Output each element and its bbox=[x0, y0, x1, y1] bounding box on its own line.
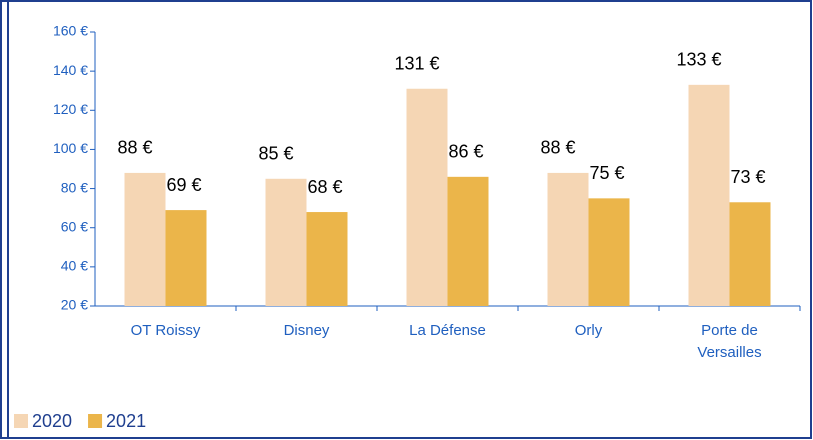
value-label: 88 € bbox=[540, 138, 575, 158]
legend-swatch bbox=[88, 414, 103, 428]
x-tick-label-box: Disney bbox=[283, 322, 330, 339]
y-tick-label: 100 € bbox=[53, 140, 88, 156]
value-label: 88 € bbox=[117, 138, 152, 158]
y-tick-label: 20 € bbox=[61, 297, 88, 313]
legend-swatch bbox=[14, 414, 28, 428]
bar bbox=[588, 198, 630, 306]
legend-label: 2021 bbox=[106, 411, 146, 431]
bar bbox=[265, 178, 307, 306]
x-tick-label: La Défense bbox=[409, 322, 486, 339]
y-tick-label: 40 € bbox=[61, 258, 88, 274]
bar bbox=[406, 88, 448, 306]
value-label: 86 € bbox=[448, 142, 483, 162]
bar bbox=[124, 172, 166, 306]
y-tick-label: 120 € bbox=[53, 101, 88, 117]
value-label: 133 € bbox=[676, 50, 721, 70]
x-tick-label: Orly bbox=[574, 322, 603, 339]
bar bbox=[447, 176, 489, 306]
x-tick-label-box: La Défense bbox=[409, 322, 486, 339]
value-label: 131 € bbox=[394, 54, 439, 74]
x-tick-label-box: Porte de Versailles bbox=[697, 322, 762, 361]
value-label: 69 € bbox=[166, 175, 201, 195]
y-tick-label: 80 € bbox=[61, 179, 88, 195]
bar bbox=[729, 202, 771, 306]
x-tick-label: Porte de Versailles bbox=[697, 322, 762, 361]
legend-label: 2020 bbox=[32, 411, 72, 431]
value-label: 75 € bbox=[589, 163, 624, 183]
x-tick-label: OT Roissy bbox=[130, 322, 201, 339]
x-tick-label-box: Orly bbox=[574, 322, 603, 339]
y-tick-label: 60 € bbox=[61, 218, 88, 234]
value-label: 73 € bbox=[730, 167, 765, 187]
bar bbox=[688, 84, 730, 306]
x-tick-label: Disney bbox=[283, 322, 330, 339]
y-tick-label: 140 € bbox=[53, 62, 88, 78]
y-tick-label: 160 € bbox=[53, 23, 88, 39]
x-tick-label-box: OT Roissy bbox=[130, 322, 201, 339]
value-label: 68 € bbox=[307, 177, 342, 197]
bar bbox=[547, 172, 589, 306]
bar bbox=[165, 210, 207, 306]
bar bbox=[306, 212, 348, 306]
value-label: 85 € bbox=[258, 144, 293, 164]
